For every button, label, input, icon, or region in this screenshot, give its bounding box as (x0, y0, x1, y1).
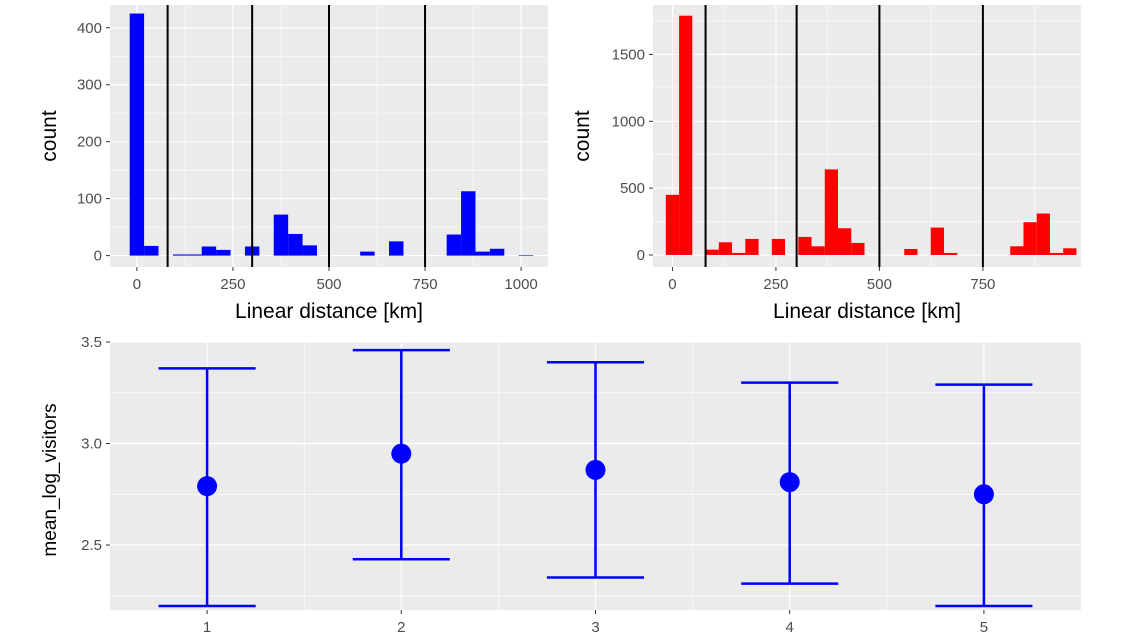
hist-red-y-tick-label: 0 (637, 247, 645, 264)
hist-blue-x-tick-label: 750 (413, 276, 438, 293)
hist-blue-y-tick-label: 100 (77, 191, 102, 208)
hist-red-bar (930, 227, 944, 255)
hist-blue-x-tick-label: 1000 (504, 276, 537, 293)
hist-blue-y-tick-label: 400 (77, 20, 102, 37)
hist-red-bar (904, 248, 918, 255)
errorbar-x-tick-label: 2 (397, 619, 405, 636)
hist-blue-bar (446, 234, 462, 256)
hist-red-bar (1036, 213, 1050, 255)
hist-blue-bar (172, 254, 188, 256)
histogram-red-y-axis-title: count (571, 110, 594, 162)
hist-red-bar (1023, 222, 1037, 255)
hist-blue-x-tick-label: 0 (133, 276, 141, 293)
errorbar-y-tick-label: 3.5 (81, 334, 102, 351)
hist-red-y-tick-label: 1500 (612, 46, 645, 63)
errorbar-mean-point (973, 484, 994, 505)
hist-red-y-tick-label: 1000 (612, 113, 645, 130)
hist-red-bar (679, 15, 693, 255)
errorbar-y-tick-label: 3.0 (81, 436, 102, 453)
hist-red-bar (732, 252, 746, 255)
hist-red-x-tick-label: 500 (867, 276, 892, 293)
hist-red-bar (1063, 248, 1077, 255)
hist-blue-y-tick-label: 200 (77, 134, 102, 151)
hist-blue-bar (216, 249, 231, 256)
hist-red-bar (705, 249, 719, 255)
hist-red-x-tick-label: 250 (763, 276, 788, 293)
hist-red-y-tick-label: 500 (620, 180, 645, 197)
errorbar-x-tick-label: 3 (591, 619, 599, 636)
histogram-red-x-axis-title: Linear distance [km] (773, 300, 961, 323)
hist-blue-bar (360, 251, 375, 256)
hist-blue-bar (489, 248, 505, 256)
hist-red-x-tick-label: 0 (668, 276, 676, 293)
errorbar-mean-point (585, 459, 606, 480)
errorbar-mean-point (391, 443, 412, 464)
hist-red-bar (798, 236, 812, 255)
hist-blue-bar (302, 245, 317, 256)
hist-red-x-tick-label: 750 (970, 276, 995, 293)
hist-blue-bar (144, 245, 159, 256)
hist-red-bar (838, 228, 852, 255)
hist-blue-bar (187, 254, 202, 256)
hist-blue-y-tick-label: 300 (77, 77, 102, 94)
hist-blue-x-tick-label: 500 (316, 276, 341, 293)
errorbar-y-tick-label: 2.5 (81, 537, 102, 554)
hist-blue-y-tick-label: 0 (94, 248, 102, 265)
hist-blue-bar (475, 251, 490, 256)
errorbar-x-tick-label: 4 (786, 619, 794, 636)
hist-red-bar (851, 242, 865, 255)
hist-red-bar (1049, 252, 1064, 255)
errorbar-y-axis-title: mean_log_visitors (40, 403, 61, 556)
hist-red-bar (745, 238, 759, 255)
hist-red-bar (665, 194, 680, 255)
hist-blue-bar (461, 191, 476, 256)
hist-blue-bar (288, 233, 303, 256)
hist-blue-bar (129, 13, 145, 256)
hist-blue-bar (273, 214, 289, 256)
histogram-panel-blue: 0 250 500 750 1000 0 100 200 300 400 Linear dista… (38, 5, 548, 323)
hist-blue-bar (201, 246, 217, 256)
hist-blue-bar (518, 255, 534, 256)
errorbar-panel: 1 2 3 4 5 2.5 3.0 3.5 mean_log_visitors (40, 334, 1081, 636)
hist-blue-bar (389, 241, 404, 256)
hist-red-bar (771, 238, 786, 255)
hist-red-bar (943, 252, 958, 255)
errorbar-mean-point (779, 472, 800, 493)
hist-red-bar (718, 242, 733, 255)
histogram-blue-y-axis-title: count (38, 110, 61, 162)
hist-red-bar (1010, 246, 1024, 255)
errorbar-x-tick-label: 5 (980, 619, 988, 636)
histogram-blue-x-axis-title: Linear distance [km] (235, 300, 423, 323)
hist-blue-x-tick-label: 250 (220, 276, 245, 293)
hist-red-bar (811, 246, 825, 255)
histogram-panel-red: 0 250 500 750 0 500 1000 1500 Linear distance [… (571, 5, 1081, 323)
errorbar-mean-point (197, 476, 218, 497)
hist-red-bar (824, 169, 839, 255)
errorbar-x-tick-label: 1 (203, 619, 211, 636)
